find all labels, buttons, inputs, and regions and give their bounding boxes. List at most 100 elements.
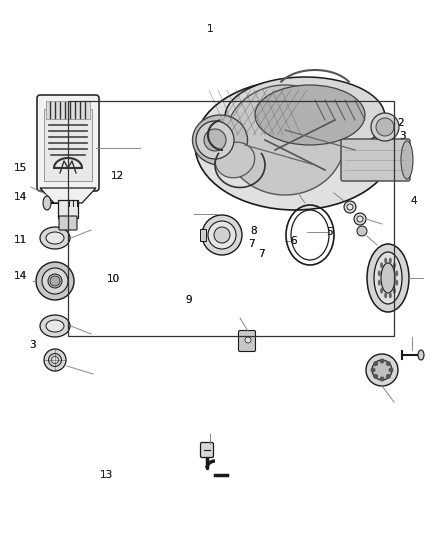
Circle shape <box>245 337 251 343</box>
Ellipse shape <box>376 118 394 136</box>
Text: 3: 3 <box>399 131 406 141</box>
Bar <box>58 200 78 218</box>
Text: 9: 9 <box>185 295 192 305</box>
Circle shape <box>371 367 375 373</box>
Ellipse shape <box>42 268 68 294</box>
Text: 4: 4 <box>410 197 417 206</box>
Polygon shape <box>40 188 96 203</box>
Text: 7: 7 <box>258 249 265 259</box>
Text: 14: 14 <box>14 271 27 281</box>
Text: 15: 15 <box>14 163 27 173</box>
Ellipse shape <box>225 85 345 195</box>
Text: 14: 14 <box>14 192 27 202</box>
FancyBboxPatch shape <box>59 216 77 230</box>
Ellipse shape <box>380 288 383 294</box>
Text: 2: 2 <box>397 118 404 127</box>
Ellipse shape <box>401 141 413 179</box>
Text: 14: 14 <box>14 192 27 202</box>
Text: 8: 8 <box>250 226 257 236</box>
Ellipse shape <box>43 196 51 210</box>
Ellipse shape <box>384 293 387 298</box>
Text: 4: 4 <box>410 197 417 206</box>
Ellipse shape <box>204 129 226 151</box>
Text: 12: 12 <box>111 171 124 181</box>
Text: 12: 12 <box>111 171 124 181</box>
Circle shape <box>50 276 60 286</box>
FancyBboxPatch shape <box>239 330 255 351</box>
Ellipse shape <box>371 113 399 141</box>
FancyBboxPatch shape <box>201 442 213 457</box>
Ellipse shape <box>208 221 236 249</box>
Ellipse shape <box>389 257 392 264</box>
Text: 6: 6 <box>290 237 297 246</box>
Ellipse shape <box>380 262 383 268</box>
Text: 7: 7 <box>248 239 255 248</box>
Ellipse shape <box>40 315 70 337</box>
Ellipse shape <box>389 293 392 298</box>
Ellipse shape <box>344 201 356 213</box>
Text: 7: 7 <box>248 239 255 248</box>
Ellipse shape <box>192 115 247 165</box>
Ellipse shape <box>46 232 64 244</box>
Ellipse shape <box>195 80 395 210</box>
Ellipse shape <box>48 274 62 288</box>
Ellipse shape <box>378 270 381 276</box>
Ellipse shape <box>367 244 409 312</box>
Ellipse shape <box>357 216 363 222</box>
Text: 1: 1 <box>207 25 214 34</box>
Text: 11: 11 <box>14 235 27 245</box>
Text: 15: 15 <box>14 163 27 173</box>
Bar <box>200 229 206 241</box>
Text: 6: 6 <box>290 237 297 246</box>
Ellipse shape <box>52 357 59 364</box>
Ellipse shape <box>395 270 398 276</box>
Text: 10: 10 <box>106 274 120 284</box>
Circle shape <box>373 361 378 366</box>
Ellipse shape <box>202 215 242 255</box>
Circle shape <box>373 374 378 379</box>
Ellipse shape <box>44 349 66 371</box>
Ellipse shape <box>384 257 387 264</box>
Ellipse shape <box>347 204 353 210</box>
Ellipse shape <box>225 77 385 157</box>
Ellipse shape <box>395 280 398 286</box>
Text: 1: 1 <box>207 25 214 34</box>
Text: 14: 14 <box>14 271 27 281</box>
Bar <box>46 101 90 119</box>
Ellipse shape <box>36 262 74 300</box>
Bar <box>68 101 394 336</box>
Ellipse shape <box>418 350 424 360</box>
Text: 3: 3 <box>29 341 36 350</box>
Circle shape <box>379 359 385 364</box>
Ellipse shape <box>354 213 366 225</box>
Ellipse shape <box>378 280 381 286</box>
Ellipse shape <box>255 85 365 145</box>
Ellipse shape <box>49 353 61 367</box>
Text: 3: 3 <box>399 131 406 141</box>
Ellipse shape <box>214 227 230 243</box>
Text: 2: 2 <box>397 118 404 127</box>
Ellipse shape <box>374 252 402 304</box>
Circle shape <box>389 367 393 373</box>
Ellipse shape <box>196 121 234 159</box>
Ellipse shape <box>393 288 396 294</box>
Circle shape <box>386 361 391 366</box>
Ellipse shape <box>357 226 367 236</box>
Text: 13: 13 <box>100 471 113 480</box>
Text: 13: 13 <box>100 471 113 480</box>
Circle shape <box>379 376 385 382</box>
Ellipse shape <box>393 262 396 268</box>
Text: 8: 8 <box>250 226 257 236</box>
Ellipse shape <box>215 142 255 178</box>
Text: 3: 3 <box>29 341 36 350</box>
Bar <box>44 109 92 181</box>
Circle shape <box>386 374 391 379</box>
Ellipse shape <box>381 263 395 293</box>
Ellipse shape <box>366 354 398 386</box>
Text: 10: 10 <box>106 274 120 284</box>
Ellipse shape <box>46 320 64 332</box>
Text: 9: 9 <box>185 295 192 305</box>
Text: 5: 5 <box>326 227 333 237</box>
FancyBboxPatch shape <box>37 95 99 191</box>
Text: 7: 7 <box>258 249 265 259</box>
